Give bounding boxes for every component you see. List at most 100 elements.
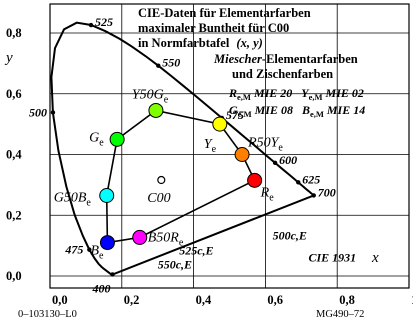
legend-b-main: B xyxy=(301,103,310,117)
spectral-marker-625 xyxy=(296,180,301,185)
y-tick-label-3: 0,6 xyxy=(6,87,22,101)
footer-right: MG490–72 xyxy=(316,309,364,320)
spectral-label-625: 625 xyxy=(302,172,320,186)
white-point-marker xyxy=(157,175,166,185)
spectral-marker-700 xyxy=(311,193,316,198)
point-label-sub-Re: e xyxy=(269,192,274,203)
point-label-main-Ye: Y xyxy=(204,137,214,152)
x-tick-label-3: 0,6 xyxy=(267,293,283,307)
x-tick-label-4: 0,8 xyxy=(339,293,355,307)
spectral-marker-500 xyxy=(50,110,56,115)
point-Ye xyxy=(212,116,228,132)
point-label-sub-Be: e xyxy=(99,251,104,262)
spectral-marker-525 xyxy=(88,22,94,28)
annotation-3: CIE 1931 xyxy=(308,250,356,264)
point-B50Re xyxy=(132,229,148,245)
point-label-sub-G50Be: e xyxy=(86,198,91,209)
point-Y50Ge xyxy=(148,102,164,118)
point-label-main-Re: R xyxy=(260,185,270,200)
point-label-sub-Y50Ge: e xyxy=(164,94,169,105)
legend-b-val: MIE 14 xyxy=(326,103,365,117)
spectral-marker-600 xyxy=(272,160,278,166)
point-Re xyxy=(247,172,263,188)
subtitle-name: Miescher xyxy=(213,52,262,66)
legend-y-sub: e,M xyxy=(309,92,323,102)
legend-g-sub: e,M xyxy=(238,109,252,119)
white-point-label: C00 xyxy=(147,191,170,206)
legend-row-2: Ge,M MIE 08 Be,M MIE 14 xyxy=(229,103,365,119)
point-label-Ye: Ye xyxy=(204,137,217,155)
spectral-marker-475 xyxy=(87,247,92,252)
spectral-label-700: 700 xyxy=(318,185,336,199)
subtitle-line-1: Miescher-Elementarfarben xyxy=(213,52,358,66)
x-tick-label-5: 1,0 xyxy=(411,293,413,307)
x-tick-label-2: 0,4 xyxy=(196,293,212,307)
x-tick-label-0: 0,0 xyxy=(52,293,68,307)
spectral-label-475: 475 xyxy=(64,243,83,257)
point-R50Ye xyxy=(234,147,250,162)
spectral-label-600: 600 xyxy=(279,153,297,167)
point-label-Ge: Ge xyxy=(89,130,104,148)
legend-y-val: MIE 02 xyxy=(325,86,364,100)
y-axis-label: y xyxy=(4,50,13,66)
annotation-0: 500c,E xyxy=(273,229,307,243)
point-label-main-Be: B xyxy=(90,244,99,259)
point-G50Be xyxy=(99,188,115,204)
subtitle-rest: -Elementarfarben xyxy=(262,52,358,66)
footer-left: 0–103130–L0 xyxy=(18,309,77,320)
annotation-2: 550c,E xyxy=(158,257,192,271)
y-tick-label-1: 0,2 xyxy=(6,208,22,222)
legend-y-main: Y xyxy=(301,86,310,100)
spectral-locus-line xyxy=(50,21,315,276)
spectral-label-575: 575 xyxy=(226,108,244,122)
legend-r-main: R xyxy=(228,86,237,100)
point-label-R50Ye: R50Ye xyxy=(247,136,283,154)
spectral-label-400: 400 xyxy=(92,281,111,295)
point-label-sub-R50Ye: e xyxy=(278,143,283,154)
title-line-3-vars: (x, y) xyxy=(236,36,262,50)
point-label-Be: Be xyxy=(90,244,104,262)
title-line-3: in Normfarbtafel (x, y) xyxy=(138,36,263,50)
legend-r-val: MIE 20 xyxy=(253,86,292,100)
y-tick-label-0: 0,0 xyxy=(6,269,22,283)
spectral-marker-400 xyxy=(110,272,115,277)
grid-lines xyxy=(49,4,410,288)
point-label-main-R50Ye: R50Y xyxy=(247,136,281,151)
point-label-sub-Ge: e xyxy=(99,137,104,148)
point-Ge xyxy=(109,131,125,147)
title-line-2: maximaler Buntheit für C00 xyxy=(138,21,289,35)
point-label-Re: Re xyxy=(260,185,275,203)
spectral-label-525: 525 xyxy=(95,15,113,29)
y-tick-label-2: 0,4 xyxy=(6,148,22,162)
x-axis-label: x xyxy=(371,250,379,266)
point-label-sub-B50Re: e xyxy=(179,237,184,248)
point-label-main-Y50Ge: Y50G xyxy=(132,87,164,102)
point-label-main-G50Be: G50B xyxy=(54,191,87,206)
spectral-label-550: 550 xyxy=(162,56,180,70)
point-label-sub-Ye: e xyxy=(212,144,217,155)
spectral-label-500: 500 xyxy=(29,105,47,119)
y-tick-label-4: 0,8 xyxy=(6,26,22,40)
legend-g-main: G xyxy=(229,103,238,117)
legend-row-1: Re,M MIE 20 Ye,M MIE 02 xyxy=(228,86,364,102)
point-label-G50Be: G50Be xyxy=(54,191,92,209)
axis-ticks-group: 0,0 0,2 0,4 0,6 0,8 1,0 0,0 0,2 0,4 0,6 0,8 xyxy=(6,26,413,307)
title-line-3-text: in Normfarbtafel xyxy=(138,36,230,50)
subtitle-line-2: und Zischenfarben xyxy=(232,67,333,81)
point-label-B50Re: B50Re xyxy=(148,230,184,248)
annotation-1: 525c,E xyxy=(179,244,213,258)
legend-r-sub: e,M xyxy=(237,92,251,102)
title-line-1: CIE-Daten für Elementarfarben xyxy=(138,6,311,20)
spectral-marker-550 xyxy=(156,63,161,68)
point-Be xyxy=(99,235,115,251)
legend-b-sub: e,M xyxy=(310,109,324,119)
point-label-Y50Ge: Y50Ge xyxy=(132,87,169,105)
plot-frame xyxy=(49,3,410,289)
x-tick-label-1: 0,2 xyxy=(124,293,140,307)
point-label-main-B50Re: B50R xyxy=(148,230,180,245)
